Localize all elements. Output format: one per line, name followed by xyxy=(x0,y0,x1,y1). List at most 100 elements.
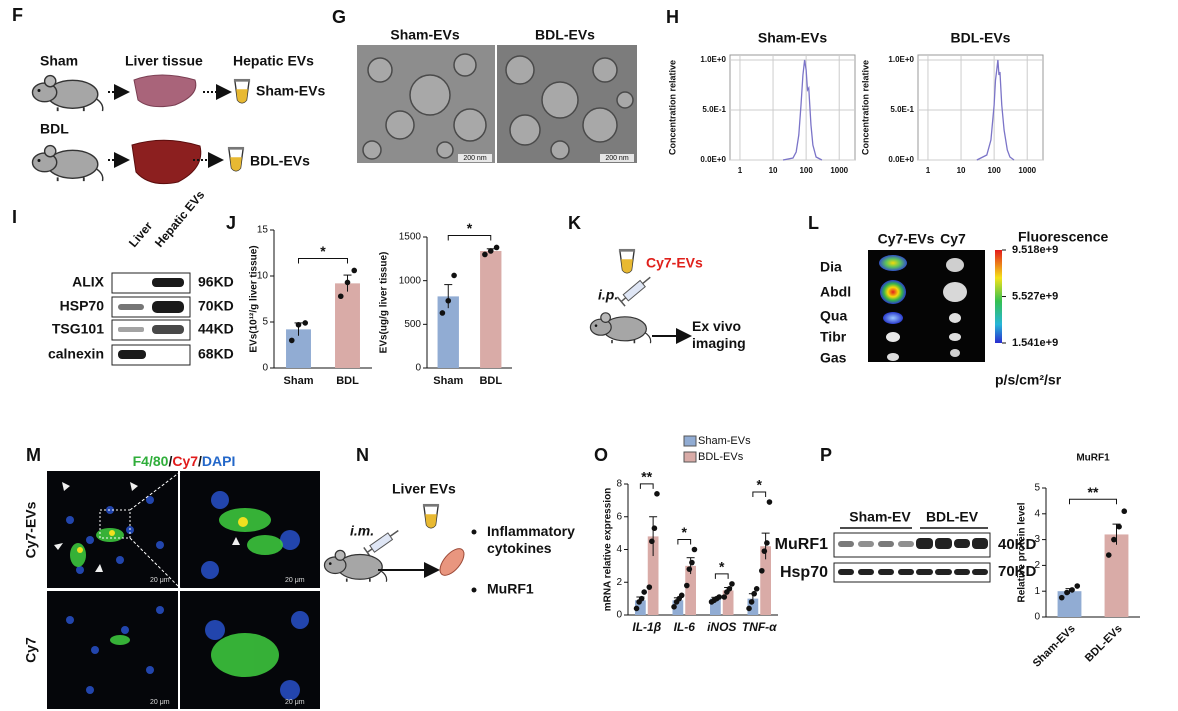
panel-letter: M xyxy=(26,445,41,465)
y-tick-label: 0 xyxy=(262,363,268,374)
scale-unit: p/s/cm²/sr xyxy=(995,372,1062,388)
y-tick-label: 4 xyxy=(616,544,622,555)
bar xyxy=(647,536,659,615)
significance-bracket xyxy=(298,257,348,264)
tube-icon xyxy=(618,248,636,274)
chart-title: MuRF1 xyxy=(1076,453,1110,464)
data-point xyxy=(1111,536,1117,543)
data-point xyxy=(721,594,728,600)
panel-letter: K xyxy=(568,213,581,233)
row-label: Cy7-EVs xyxy=(23,501,39,558)
y-tick-label: 4 xyxy=(1034,508,1040,519)
tube-icon xyxy=(233,78,251,104)
x-tick-label: 1 xyxy=(738,166,743,175)
data-point xyxy=(764,540,770,546)
panel-letter: O xyxy=(594,445,608,465)
scale-bar-label: 200 nm xyxy=(463,155,487,162)
y-tick-label: 1.0E+0 xyxy=(700,55,726,64)
data-point xyxy=(337,293,344,300)
legend-label: BDL-EVs xyxy=(698,451,744,463)
panel-letter: I xyxy=(12,207,17,227)
x-tick-label: 10 xyxy=(769,166,778,175)
y-axis-label: Concentration relative xyxy=(667,60,677,155)
organ-signals xyxy=(879,255,967,361)
ev-label: Sham-EVs xyxy=(256,83,325,99)
organ-label: Abdl xyxy=(820,284,851,300)
bullet xyxy=(471,529,477,535)
protein-label: HSP70 xyxy=(60,298,105,314)
liver-icon xyxy=(133,74,197,108)
panel-letter: H xyxy=(666,7,679,27)
readout: Ex vivo imaging xyxy=(692,318,746,351)
data-point xyxy=(748,599,755,605)
data-point xyxy=(288,337,295,344)
data-point xyxy=(445,297,452,304)
y-tick-label: 5 xyxy=(1034,483,1040,494)
panel-letter: J xyxy=(226,213,236,233)
outcome: Inflammatory cytokines xyxy=(487,523,575,556)
data-point xyxy=(689,559,695,566)
x-tick-label: 1000 xyxy=(1018,166,1036,175)
bar xyxy=(480,250,502,368)
route-label: i.m. xyxy=(350,523,374,539)
blot-group: Sham-EV xyxy=(849,509,911,525)
data-point xyxy=(1116,523,1122,530)
data-point xyxy=(759,567,765,574)
data-point xyxy=(295,321,302,328)
x-tick-label: IL-1β xyxy=(632,620,661,634)
x-tick-label: Sham xyxy=(433,375,463,387)
x-tick-label: TNF-α xyxy=(742,620,777,634)
size-label: 70KD xyxy=(198,298,234,314)
y-axis-label: EVs(10¹²/g liver tissue) xyxy=(249,245,260,352)
data-point xyxy=(654,491,660,497)
data-point xyxy=(716,594,722,600)
data-point xyxy=(646,584,653,590)
size-label: 40KD xyxy=(998,536,1037,553)
significance-bracket xyxy=(639,483,654,489)
color-bar-label: 9.518e+9 xyxy=(1012,244,1058,256)
significance-label: * xyxy=(467,220,473,236)
data-point xyxy=(1058,594,1065,601)
image-title: BDL-EVs xyxy=(535,27,595,43)
legend-swatch xyxy=(683,435,697,447)
organ-label: Tibr xyxy=(820,329,847,345)
data-point xyxy=(641,589,647,595)
significance-label: * xyxy=(682,524,688,540)
bullet xyxy=(471,587,477,593)
color-bar-label: 1.541e+9 xyxy=(1012,337,1058,349)
scale-bar-label: 20 μm xyxy=(150,577,170,584)
muscle-icon xyxy=(439,548,465,576)
organ-label: Gas xyxy=(820,350,847,366)
data-point xyxy=(1105,552,1112,558)
panel-letter: L xyxy=(808,213,819,233)
data-point xyxy=(726,586,733,592)
data-point xyxy=(351,267,358,274)
outcome: MuRF1 xyxy=(487,581,534,597)
liver-icon xyxy=(131,139,202,185)
x-tick-label: 10 xyxy=(957,166,966,175)
y-tick-label: 2 xyxy=(616,577,622,588)
y-tick-label: 0.0E+0 xyxy=(700,155,726,164)
column-label: Hepatic EVs xyxy=(233,53,314,69)
y-tick-label: 15 xyxy=(257,225,269,236)
x-tick-label: IL-6 xyxy=(674,620,696,634)
chart-title: BDL-EVs xyxy=(951,30,1011,46)
y-axis-label: Concentration relative xyxy=(860,60,870,155)
vesicles xyxy=(362,53,634,160)
data-point xyxy=(1074,583,1081,589)
scale-title: Fluorescence xyxy=(1018,229,1108,245)
data-point xyxy=(493,244,500,251)
x-tick-label: 1 xyxy=(926,166,931,175)
bar xyxy=(1104,534,1129,617)
x-tick-label: Sham xyxy=(284,375,314,387)
scale-bar-label: 200 nm xyxy=(605,155,629,162)
x-tick-label: Sham-EVs xyxy=(1031,623,1078,670)
plot-frame xyxy=(917,54,1044,161)
distribution-line xyxy=(782,59,823,161)
image-title: Sham-EVs xyxy=(390,27,459,43)
significance-label: * xyxy=(719,559,725,575)
mouse-icon xyxy=(31,74,104,112)
color-bar-label: 5.527e+9 xyxy=(1012,290,1058,302)
tracer-label: Cy7-EVs xyxy=(646,255,703,271)
